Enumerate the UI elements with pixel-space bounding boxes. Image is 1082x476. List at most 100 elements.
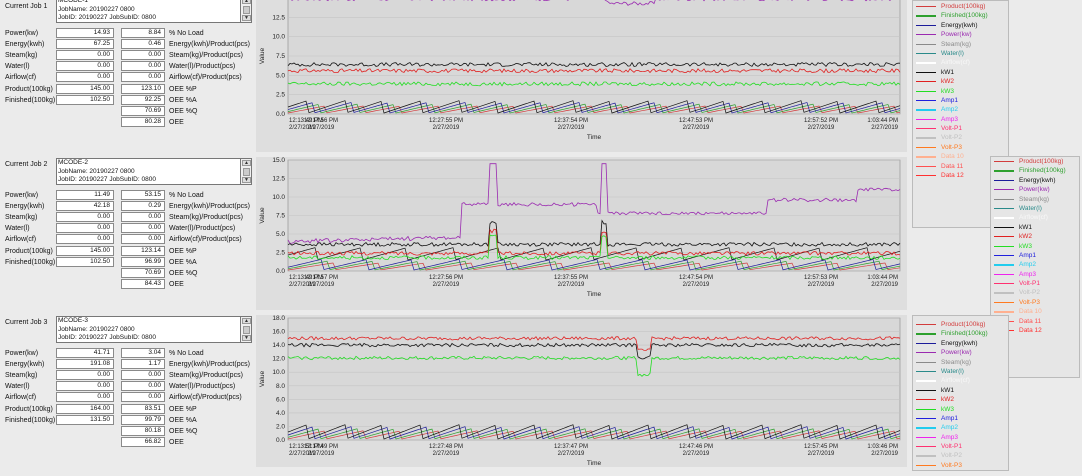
y-axis-label: Value <box>259 371 266 388</box>
metric-ratio: 0.46 <box>121 39 165 50</box>
legend-item[interactable]: Volt-P3 <box>913 461 1008 470</box>
job-info-box[interactable]: MCODE-3 JobName: 20190227 0800 JobID: 2019… <box>56 316 252 343</box>
legend-item[interactable]: Energy(kwh) <box>913 21 1008 30</box>
legend-item[interactable]: Data 10 <box>991 307 1079 316</box>
legend-label: Product(100kg) <box>1019 158 1064 165</box>
info-scrollbar[interactable]: ▲ ▼ <box>240 316 252 343</box>
info-scrollbar[interactable]: ▲ ▼ <box>240 158 252 185</box>
y-tick-label: 2.0 <box>276 423 285 430</box>
legend-item[interactable]: Amp2 <box>913 423 1008 432</box>
scroll-up-arrow-icon[interactable]: ▲ <box>242 318 251 324</box>
legend-item[interactable]: Amp3 <box>913 433 1008 442</box>
y-tick-label: 14.0 <box>272 342 285 349</box>
metric-ratio: 123.10 <box>121 83 165 94</box>
plot-legend-3[interactable]: Product(100kg) Finished(100kg) Energy(kwh)… <box>912 315 1009 471</box>
legend-item[interactable]: Steam(kg) <box>913 358 1008 367</box>
job-info-line: JobID: 20190227 JobSubID: 0800 <box>58 176 156 184</box>
info-scrollbar[interactable]: ▲ ▼ <box>240 0 252 23</box>
legend-swatch <box>994 207 1014 210</box>
metric-label: Steam(kg) <box>5 52 38 60</box>
scroll-thumb[interactable] <box>243 168 250 176</box>
legend-swatch <box>994 170 1014 172</box>
legend-item[interactable]: Volt-P2 <box>991 288 1079 297</box>
legend-item[interactable]: Energy(kwh) <box>913 339 1008 348</box>
legend-item[interactable]: Airflow(cf) <box>913 376 1008 385</box>
legend-item[interactable]: Volt-P1 <box>913 442 1008 451</box>
legend-item[interactable]: Volt-P2 <box>913 451 1008 460</box>
legend-item[interactable]: Product(100kg) <box>991 157 1079 166</box>
legend-item[interactable]: Amp2 <box>991 260 1079 269</box>
legend-item[interactable]: Data 10 <box>913 152 1008 161</box>
legend-item[interactable]: Steam(kg) <box>913 40 1008 49</box>
legend-label: Energy(kwh) <box>1019 176 1056 184</box>
legend-item[interactable]: kW1 <box>913 386 1008 395</box>
legend-item[interactable]: Amp3 <box>913 115 1008 124</box>
scroll-down-arrow-icon[interactable]: ▼ <box>242 335 251 341</box>
y-tick-label: 10.0 <box>272 34 285 41</box>
legend-item[interactable]: kW2 <box>913 395 1008 404</box>
scroll-thumb[interactable] <box>243 326 250 334</box>
legend-item[interactable]: Volt-P3 <box>913 143 1008 152</box>
metric-value: 42.18 <box>56 201 114 212</box>
legend-item[interactable]: Airflow(cf) <box>913 58 1008 67</box>
legend-item[interactable]: Volt-P1 <box>991 279 1079 288</box>
legend-item[interactable]: Water(l) <box>913 49 1008 58</box>
legend-item[interactable]: kW3 <box>913 87 1008 96</box>
legend-item[interactable]: Amp2 <box>913 105 1008 114</box>
scroll-thumb[interactable] <box>243 6 250 14</box>
legend-item[interactable]: Volt-P1 <box>913 124 1008 133</box>
x-tick-label: 12:57:52 PM <box>804 118 838 124</box>
legend-item[interactable]: kW2 <box>991 232 1079 241</box>
metric-ratio: 70.69 <box>121 267 165 278</box>
legend-item[interactable]: kW3 <box>913 405 1008 414</box>
legend-item[interactable]: kW1 <box>991 223 1079 232</box>
legend-item[interactable]: kW3 <box>991 242 1079 251</box>
legend-item[interactable]: Amp1 <box>991 251 1079 260</box>
metric-row: 84.43 OEE <box>0 278 262 290</box>
scroll-up-arrow-icon[interactable]: ▲ <box>242 0 251 4</box>
legend-swatch <box>916 446 936 448</box>
y-tick-label: 10.0 <box>272 194 285 201</box>
legend-item[interactable]: Volt-P2 <box>913 133 1008 142</box>
plot-legend-2[interactable]: Product(100kg) Finished(100kg) Energy(kwh)… <box>990 156 1080 378</box>
scroll-down-arrow-icon[interactable]: ▼ <box>242 15 251 21</box>
series-line-kw1 <box>287 342 901 360</box>
x-tick-label: 12:13:51 PM <box>289 444 323 450</box>
legend-item[interactable]: Power(kw) <box>913 348 1008 357</box>
legend-item[interactable]: kW2 <box>913 77 1008 86</box>
scroll-up-arrow-icon[interactable]: ▲ <box>242 160 251 166</box>
legend-item[interactable]: Product(100kg) <box>913 320 1008 329</box>
legend-item[interactable]: Volt-P3 <box>991 298 1079 307</box>
legend-item[interactable]: Amp1 <box>913 96 1008 105</box>
y-tick-label: 18.0 <box>272 315 285 322</box>
x-tick-label: 12:57:45 PM <box>804 444 838 450</box>
legend-item[interactable]: Finished(100kg) <box>913 329 1008 338</box>
metric-value: 67.25 <box>56 39 114 50</box>
scroll-down-arrow-icon[interactable]: ▼ <box>242 177 251 183</box>
legend-item[interactable]: Airflow(cf) <box>991 213 1079 222</box>
metric-value: 0.00 <box>56 50 114 61</box>
legend-label: kW3 <box>1019 242 1032 250</box>
legend-item[interactable]: Data 12 <box>913 171 1008 180</box>
y-tick-label: 5.0 <box>276 72 285 79</box>
series-line-kw3 <box>287 234 901 261</box>
legend-item[interactable]: Data 11 <box>913 162 1008 171</box>
legend-item[interactable]: Water(l) <box>913 367 1008 376</box>
legend-item[interactable]: Amp1 <box>913 414 1008 423</box>
legend-item[interactable]: Power(kw) <box>913 30 1008 39</box>
legend-item[interactable]: Energy(kwh) <box>991 176 1079 185</box>
metric-ratio: 1.17 <box>121 359 165 370</box>
legend-item[interactable]: kW1 <box>913 68 1008 77</box>
legend-item[interactable]: Finished(100kg) <box>991 166 1079 175</box>
metric-ratio: 84.43 <box>121 278 165 289</box>
job-info-box[interactable]: MCODE-1 JobName: 20190227 0800 JobID: 2019… <box>56 0 252 23</box>
legend-item[interactable]: Amp3 <box>991 270 1079 279</box>
legend-item[interactable]: Finished(100kg) <box>913 11 1008 20</box>
legend-item[interactable]: Power(kw) <box>991 185 1079 194</box>
metric-row: Power(kw) 14.93 8.84 % No Load <box>0 28 262 39</box>
legend-item[interactable]: Water(l) <box>991 204 1079 213</box>
metric-unit: Steam(kg)/Product(pcs) <box>169 372 243 380</box>
legend-item[interactable]: Steam(kg) <box>991 195 1079 204</box>
legend-item[interactable]: Product(100kg) <box>913 2 1008 11</box>
job-info-box[interactable]: MCODE-2 JobName: 20190227 0800 JobID: 2019… <box>56 158 252 185</box>
